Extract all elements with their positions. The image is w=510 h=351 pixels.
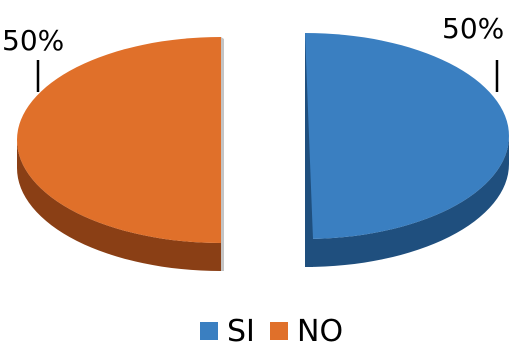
legend-swatch-no — [270, 322, 288, 340]
slice-si-top — [305, 33, 509, 239]
data-label-si: 50% — [442, 12, 504, 45]
legend-swatch-si — [200, 322, 218, 340]
data-label-no: 50% — [2, 24, 64, 57]
slice-si-cut-face — [305, 33, 313, 267]
slice-no-top — [17, 37, 221, 243]
slice-no-side — [17, 140, 221, 271]
slice-si-side — [305, 136, 509, 267]
legend-label-no: NO — [297, 314, 343, 349]
legend-label-si: SI — [227, 314, 255, 349]
slice-no-cut-face — [221, 37, 224, 271]
slice-si — [305, 33, 509, 267]
legend: SI NO — [200, 314, 343, 349]
slice-no — [17, 37, 224, 271]
